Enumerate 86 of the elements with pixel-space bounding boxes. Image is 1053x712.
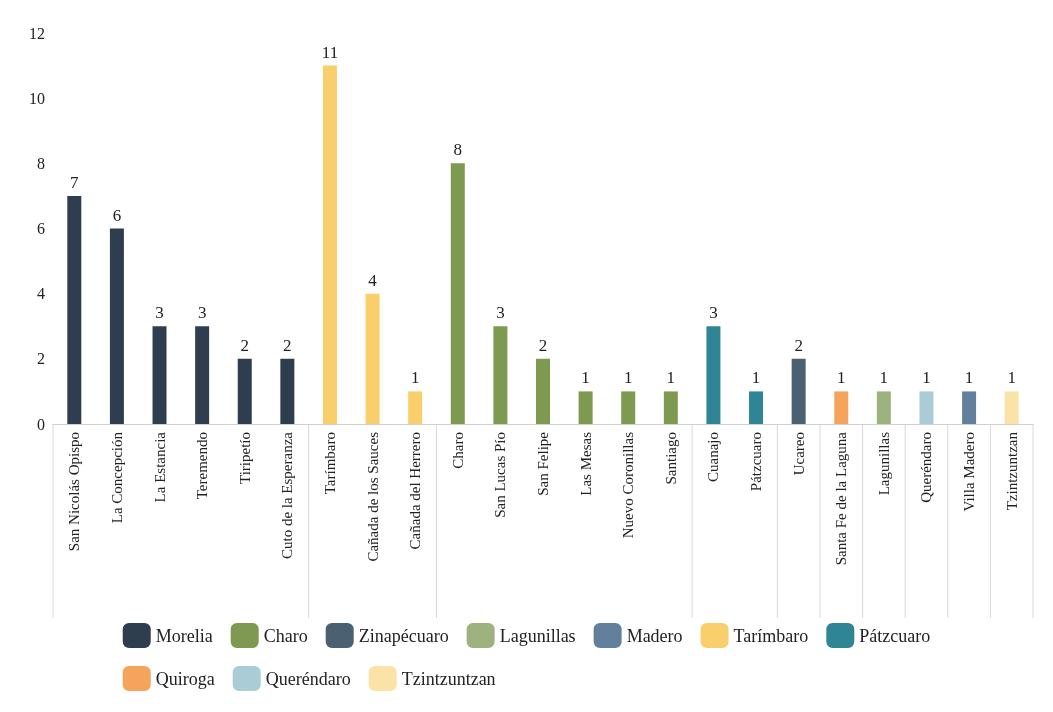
y-tick-label: 2 [37,350,45,368]
x-tick-label: Lagunillas [875,431,892,496]
data-label: 1 [410,368,420,388]
bar [706,326,721,424]
data-label: 2 [538,335,548,355]
data-label: 2 [240,335,249,355]
legend-label: Pátzcuaro [859,625,931,646]
data-label: 3 [496,303,505,323]
bar [493,326,508,424]
bar [195,326,210,424]
y-tick-label: 6 [37,220,45,237]
data-label: 3 [197,303,207,323]
bar [365,293,380,424]
legend-label: Queréndaro [265,668,351,689]
y-tick-label: 0 [37,415,45,433]
bar [450,163,465,424]
data-label: 1 [837,368,846,388]
x-tick-label: Santa Fe de la Laguna [833,431,850,566]
bar [749,391,764,424]
data-label: 4 [368,270,378,290]
data-label: 7 [70,172,80,192]
y-tick-label: 8 [37,154,45,172]
legend-label: Zinapécuaro [358,625,449,646]
x-tick-label: Tzintzuntzan [1003,431,1020,511]
x-tick-label: Cañada de los Sauces [364,431,381,562]
data-label: 1 [623,368,633,388]
x-tick-label: Tiripetío [236,432,253,484]
bar [408,391,423,424]
bar [109,228,124,424]
legend-label: Madero [626,625,683,646]
data-label: 1 [666,368,676,388]
x-tick-label: Cuto de la Esperanza [279,431,296,560]
x-tick-label: Santiago [662,432,679,485]
bar [919,391,934,424]
data-label: 2 [283,335,292,355]
data-label: 1 [581,368,590,388]
x-tick-label: Villa Madero [961,432,978,512]
y-tick-label: 12 [29,24,45,42]
bar [152,326,167,424]
x-tick-label: San Lucas Pío [492,432,509,518]
data-label: 1 [964,368,974,388]
bar [280,358,295,424]
data-label: 8 [453,140,463,160]
data-label: 3 [155,303,164,323]
bar [663,391,678,424]
x-tick-label: San Nicolás Opispo [66,432,83,552]
bar [237,358,252,424]
bar [876,391,891,424]
legend-label: Charo [263,625,308,646]
legend-label: Morelia [155,625,213,646]
bar [621,391,636,424]
legend-label: Tzintzuntzan [401,668,496,689]
bar [791,358,806,424]
data-label: 1 [1007,368,1016,388]
bar [834,391,849,424]
data-label: 2 [794,335,803,355]
x-tick-label: Queréndaro [918,432,935,503]
bar [962,391,977,424]
bar [578,391,593,424]
x-tick-label: Nuevo Coronillas [620,431,637,539]
x-tick-label: Teremendo [194,432,211,500]
bar [536,358,550,424]
data-label: 3 [709,303,718,323]
x-tick-label: Tarímbaro [321,432,338,495]
bar [1004,391,1019,424]
legend-label: Quiroga [155,668,215,689]
legend-label: Tarímbaro [733,625,809,646]
x-tick-label: Cañada del Herrero [407,432,424,550]
x-tick-label: Cuanajo [705,432,722,482]
y-tick-label: 4 [37,285,45,303]
data-label: 6 [112,205,122,225]
x-tick-label: Pátzcuaro [748,432,765,492]
x-tick-label: La Concepción [108,431,125,524]
data-label: 1 [922,368,931,388]
data-label: 1 [879,368,889,388]
y-tick-label: 10 [29,89,45,107]
data-label: 11 [321,42,339,62]
x-tick-label: Charo [449,432,466,469]
bar [67,195,82,424]
x-tick-label: San Felipe [535,431,551,496]
x-tick-label: Ucareo [790,432,807,476]
bar [322,65,337,424]
legend-label: Lagunillas [499,625,576,646]
data-label: 1 [751,368,761,388]
x-tick-label: Las Mesas [577,431,594,496]
x-tick-label: La Estancia [151,431,168,503]
